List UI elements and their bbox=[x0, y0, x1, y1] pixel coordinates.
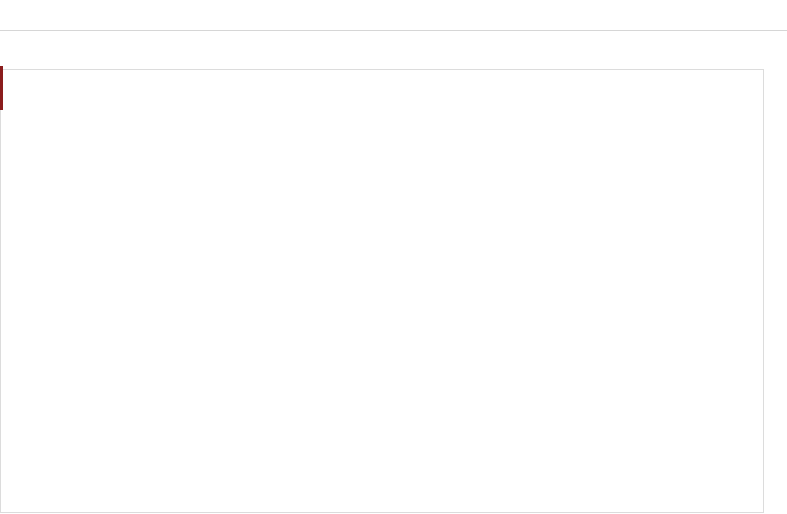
accent-bar bbox=[0, 66, 3, 110]
yield-line-chart[interactable] bbox=[0, 72, 764, 486]
current-value-badge bbox=[701, 0, 762, 23]
tab-bar bbox=[0, 30, 787, 70]
chart-panel bbox=[0, 69, 764, 513]
quote-line bbox=[25, 94, 42, 111]
